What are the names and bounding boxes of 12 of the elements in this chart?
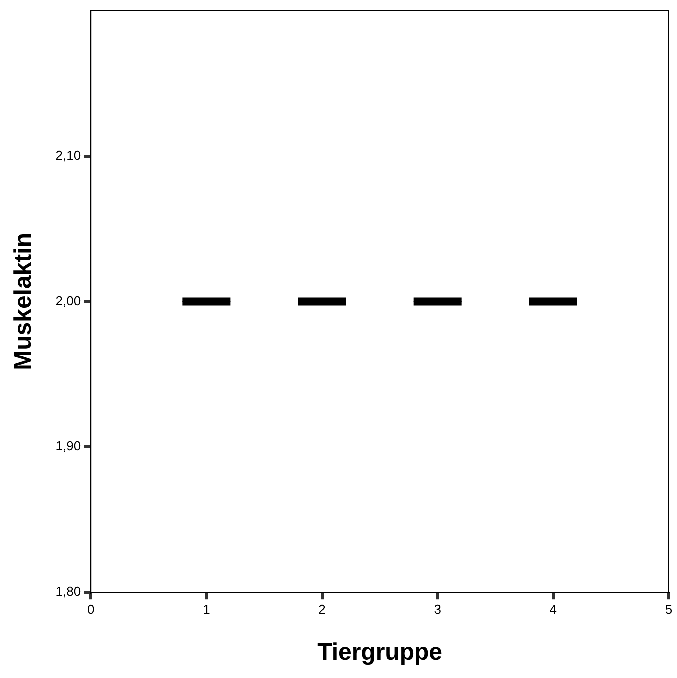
x-tick-label: 3 [434, 602, 442, 617]
x-axis-title: Tiergruppe [318, 639, 443, 666]
y-tick-label: 1,80 [56, 584, 82, 600]
x-tick-label: 5 [665, 602, 673, 617]
x-tick-label: 4 [550, 602, 558, 617]
y-tick-label: 2,00 [56, 293, 82, 308]
x-tick-label: 2 [318, 602, 326, 617]
x-tick-label: 1 [203, 602, 210, 617]
x-tick-label: 0 [87, 602, 95, 617]
y-tick-label: 2,10 [56, 148, 82, 163]
y-axis-title: Muskelaktin [10, 233, 38, 370]
y-tick-label: 1,90 [56, 438, 82, 454]
